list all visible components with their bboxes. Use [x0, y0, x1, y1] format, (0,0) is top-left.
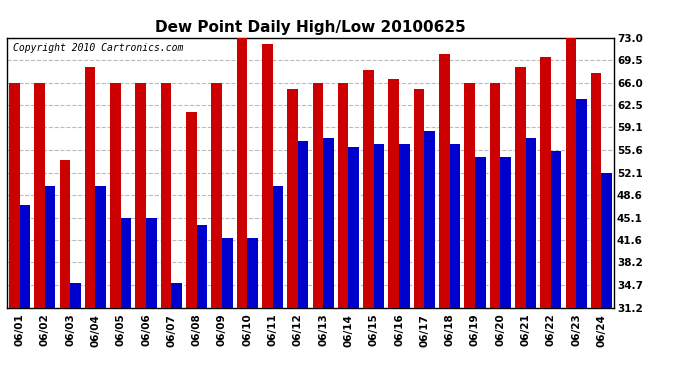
- Bar: [121, 218, 131, 308]
- Bar: [171, 283, 182, 308]
- Bar: [222, 238, 233, 308]
- Bar: [298, 141, 308, 308]
- Bar: [500, 157, 511, 308]
- Bar: [186, 112, 197, 308]
- Bar: [211, 83, 222, 308]
- Bar: [348, 147, 359, 308]
- Bar: [363, 70, 374, 308]
- Bar: [450, 144, 460, 308]
- Bar: [399, 144, 410, 308]
- Bar: [70, 283, 81, 308]
- Bar: [85, 67, 95, 308]
- Bar: [515, 67, 526, 308]
- Bar: [414, 89, 424, 308]
- Bar: [576, 99, 586, 308]
- Bar: [323, 138, 334, 308]
- Bar: [59, 160, 70, 308]
- Bar: [374, 144, 384, 308]
- Bar: [146, 218, 157, 308]
- Bar: [566, 38, 576, 308]
- Bar: [338, 83, 348, 308]
- Bar: [540, 57, 551, 308]
- Bar: [313, 83, 323, 308]
- Bar: [45, 186, 55, 308]
- Bar: [287, 89, 298, 308]
- Text: Copyright 2010 Cartronics.com: Copyright 2010 Cartronics.com: [13, 43, 184, 53]
- Bar: [34, 83, 45, 308]
- Bar: [490, 83, 500, 308]
- Bar: [602, 173, 612, 308]
- Bar: [475, 157, 486, 308]
- Bar: [9, 83, 19, 308]
- Bar: [135, 83, 146, 308]
- Bar: [110, 83, 121, 308]
- Bar: [551, 150, 562, 308]
- Bar: [19, 206, 30, 308]
- Bar: [237, 38, 247, 308]
- Bar: [262, 44, 273, 308]
- Bar: [388, 80, 399, 308]
- Bar: [95, 186, 106, 308]
- Bar: [526, 138, 536, 308]
- Bar: [247, 238, 258, 308]
- Bar: [591, 73, 602, 308]
- Bar: [439, 54, 450, 307]
- Bar: [273, 186, 283, 308]
- Bar: [424, 131, 435, 308]
- Bar: [161, 83, 171, 308]
- Bar: [197, 225, 207, 308]
- Bar: [464, 83, 475, 308]
- Title: Dew Point Daily High/Low 20100625: Dew Point Daily High/Low 20100625: [155, 20, 466, 35]
